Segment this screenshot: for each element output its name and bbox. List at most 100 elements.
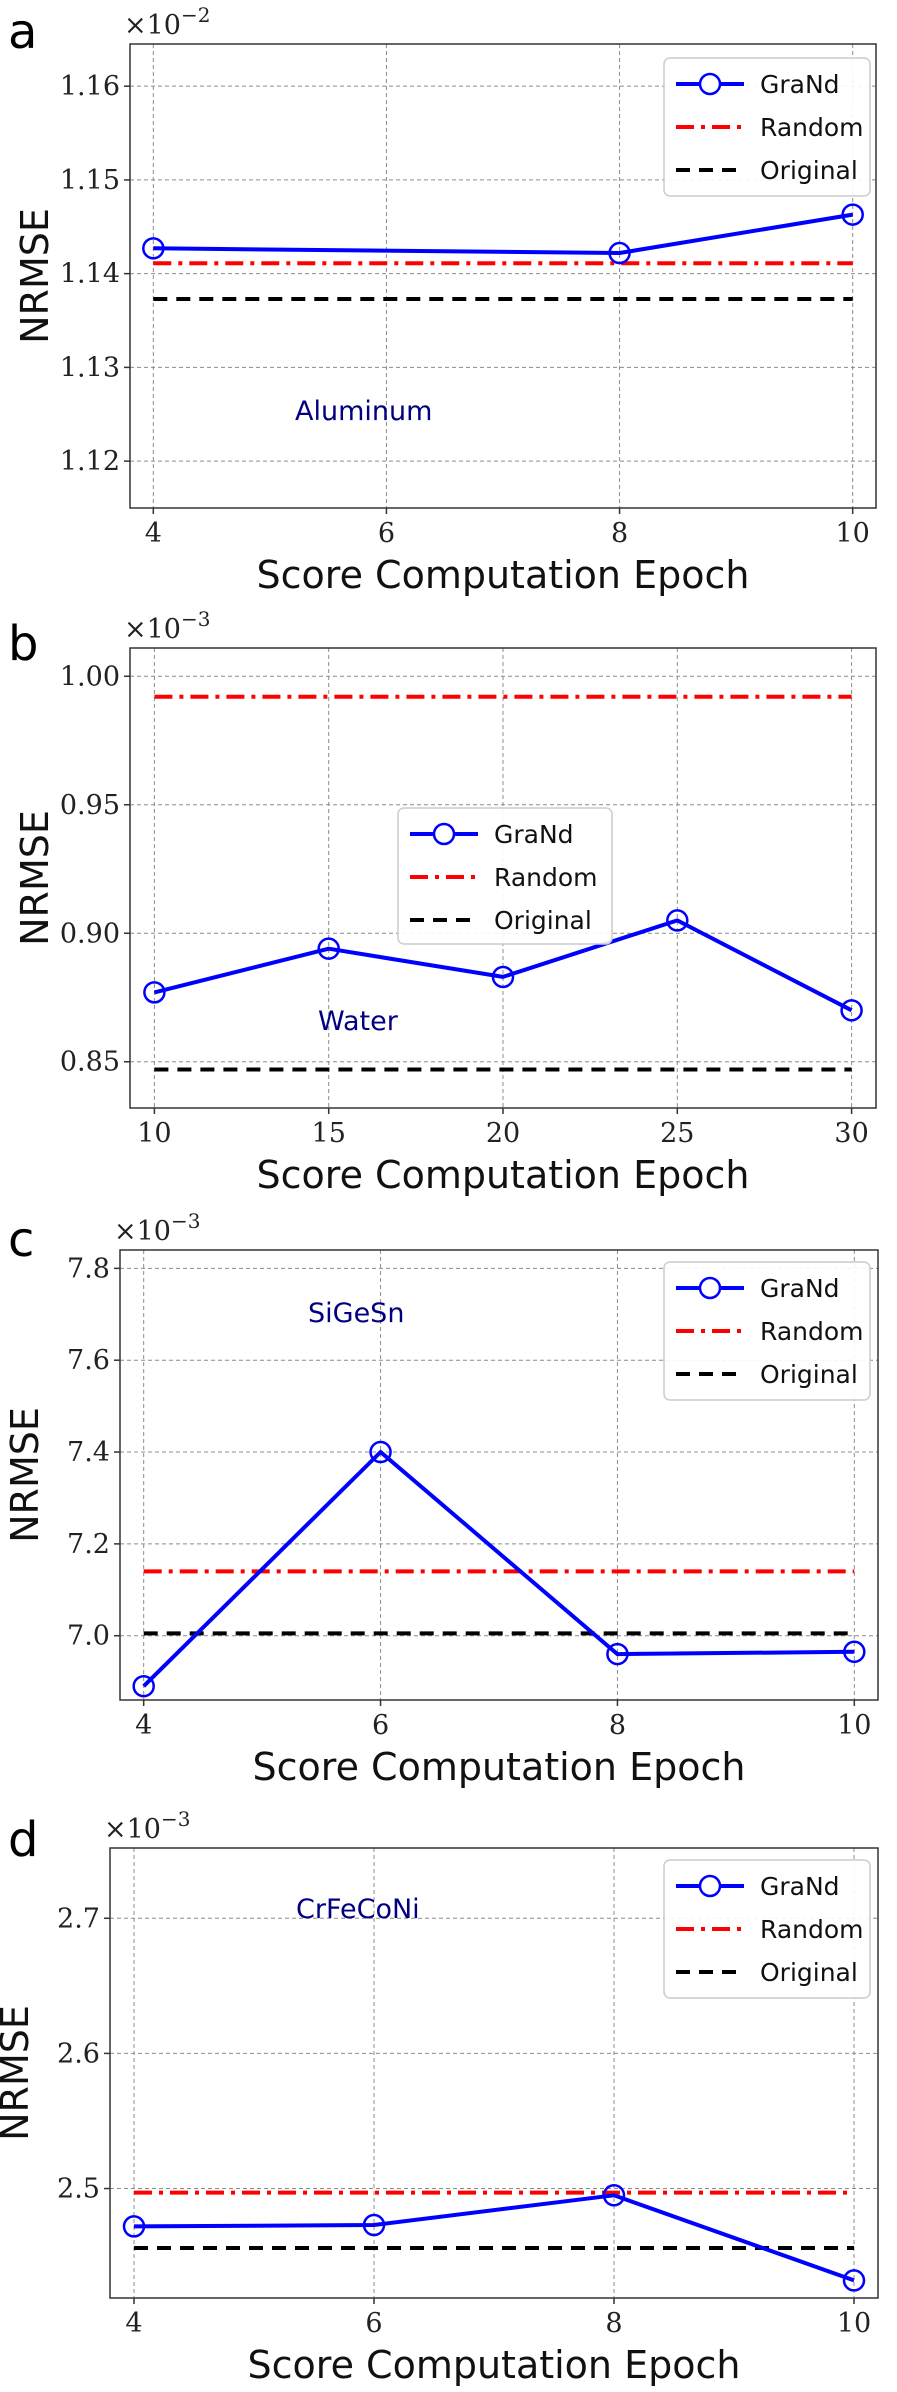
panel-letter: d: [8, 1812, 38, 1868]
x-axis-label: Score Computation Epoch: [257, 1153, 750, 1197]
y-tick-label: 7.4: [67, 1437, 110, 1468]
x-tick-label: 8: [611, 518, 628, 549]
plot-frame: [129, 43, 877, 509]
x-tick-label: 8: [605, 2308, 622, 2339]
data-point-grand: [491, 965, 515, 989]
y-tick-label: 7.2: [67, 1529, 110, 1560]
panel-letter: b: [8, 616, 38, 672]
x-tick-label: 4: [145, 518, 162, 549]
x-tick-label: 6: [372, 1710, 389, 1741]
y-axis-label: NRMSE: [3, 1407, 47, 1543]
panel-letter: a: [8, 4, 37, 60]
x-tick-label: 20: [486, 1118, 520, 1149]
x-tick-label: 10: [137, 1118, 171, 1149]
y-tick-label: 1.15: [60, 165, 120, 196]
x-tick-label: 10: [837, 2308, 871, 2339]
x-tick-label: 30: [834, 1118, 868, 1149]
legend-label-random: Random: [760, 113, 864, 142]
legend: GraNd Random Original: [663, 1261, 871, 1401]
data-point-grand: [602, 2184, 626, 2207]
x-tick-label: 8: [609, 1710, 626, 1741]
y-axis-label: NRMSE: [13, 810, 57, 946]
x-axis-label: Score Computation Epoch: [253, 1745, 746, 1789]
legend-label-random: Random: [760, 1915, 864, 1944]
y-axis-label: NRMSE: [13, 208, 57, 344]
legend-label-original: Original: [760, 1360, 858, 1389]
y-tick-label: 1.12: [60, 446, 120, 477]
y-tick-label: 0.95: [60, 790, 120, 821]
data-point-grand: [317, 937, 340, 960]
x-tick-label: 25: [660, 1118, 694, 1149]
data-point-grand: [840, 999, 863, 1022]
y-tick-label: 1.16: [60, 71, 120, 102]
legend-label-grand: GraNd: [760, 1274, 840, 1303]
panel-letter: c: [8, 1212, 34, 1268]
y-tick-label: 1.00: [60, 661, 120, 692]
data-point-grand: [842, 2269, 866, 2292]
legend-label-random: Random: [494, 863, 598, 892]
data-point-grand: [843, 1640, 866, 1664]
data-point-grand: [608, 241, 631, 265]
data-point-grand: [132, 1674, 155, 1698]
axis-multiplier: ×10−3: [114, 1209, 200, 1247]
y-axis-label: NRMSE: [0, 2005, 37, 2141]
data-point-grand: [362, 2213, 386, 2237]
material-annotation: Water: [318, 1006, 399, 1037]
data-point-grand: [841, 203, 864, 226]
legend-marker: [432, 822, 456, 846]
legend: GraNd Random Original: [397, 807, 613, 945]
x-axis-label: Score Computation Epoch: [248, 2343, 741, 2387]
legend: GraNd Random Original: [663, 57, 871, 197]
data-point-grand: [369, 1440, 392, 1464]
legend-label-original: Original: [494, 906, 592, 935]
material-annotation: CrFeCoNi: [296, 1894, 420, 1925]
x-tick-label: 6: [365, 2308, 382, 2339]
series-line-grand: [153, 212, 854, 255]
y-tick-label: 2.6: [57, 2038, 100, 2069]
y-tick-label: 1.13: [60, 352, 120, 383]
y-tick-label: 0.85: [60, 1047, 120, 1078]
x-tick-label: 10: [836, 518, 870, 549]
y-tick-label: 1.14: [60, 259, 120, 290]
chart-panel-a: a 4 6 8 10 1.12 1.13 1.14 1.15 1.16×10−2 Score Com…: [8, 3, 877, 597]
legend-label-grand: GraNd: [494, 820, 574, 849]
legend-label-grand: GraNd: [760, 70, 840, 99]
data-point-grand: [122, 2215, 146, 2238]
x-tick-label: 4: [125, 2308, 142, 2339]
y-tick-label: 2.5: [57, 2174, 100, 2205]
y-tick-label: 7.8: [67, 1253, 110, 1284]
y-tick-label: 7.0: [67, 1621, 110, 1652]
x-tick-label: 10: [837, 1710, 871, 1741]
legend-label-original: Original: [760, 156, 858, 185]
x-tick-label: 6: [378, 518, 395, 549]
plot-frame: [109, 1847, 879, 2299]
data-point-grand: [666, 909, 689, 932]
legend-marker: [698, 1874, 722, 1898]
legend-label-random: Random: [760, 1317, 864, 1346]
axis-multiplier: ×10−3: [124, 607, 210, 645]
legend-label-grand: GraNd: [760, 1872, 840, 1901]
y-tick-label: 7.6: [67, 1345, 110, 1376]
x-tick-label: 15: [312, 1118, 346, 1149]
y-tick-label: 2.7: [57, 1903, 100, 1934]
series-line-grand: [153, 918, 853, 1013]
series-line-grand: [142, 1450, 855, 1688]
axis-multiplier: ×10−2: [124, 3, 210, 41]
legend: GraNd Random Original: [663, 1859, 871, 1999]
chart-panel-d: d 4 6 8 10 2.5 2.6 2.7 ×10−3 Score Computation Ep…: [0, 1807, 879, 2387]
series-line-grand: [133, 2193, 855, 2283]
data-point-grand: [606, 1642, 629, 1666]
chart-panel-b: b 10 15 20 25 30 0.85 0.90 0.95 1.00×10−3 Score Co…: [8, 607, 877, 1197]
y-tick-label: 0.90: [60, 918, 120, 949]
legend-label-original: Original: [760, 1958, 858, 1987]
x-axis-label: Score Computation Epoch: [257, 553, 750, 597]
material-annotation: Aluminum: [295, 396, 432, 427]
data-point-grand: [142, 237, 165, 260]
axis-multiplier: ×10−3: [104, 1807, 190, 1845]
data-point-grand: [143, 981, 166, 1004]
material-annotation: SiGeSn: [308, 1298, 404, 1329]
chart-panel-c: c 4 6 8 10 7.0 7.2 7.4 7.6 7.8×10−3 Score Computat…: [3, 1209, 879, 1789]
plot-frame: [119, 1249, 879, 1701]
legend-marker: [698, 72, 722, 96]
